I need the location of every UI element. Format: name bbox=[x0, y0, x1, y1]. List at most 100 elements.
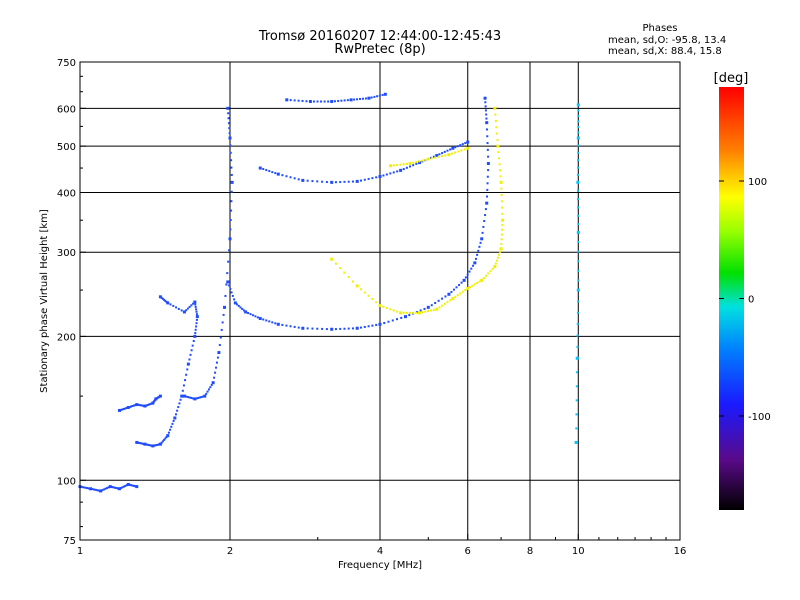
trace-dot bbox=[138, 442, 141, 445]
trace-dot bbox=[213, 376, 216, 379]
colorbar-tick-label: 0 bbox=[748, 295, 754, 306]
x-tick-label: 6 bbox=[465, 546, 471, 557]
trace-dot bbox=[576, 345, 579, 348]
data-point bbox=[493, 106, 497, 110]
trace-dot bbox=[494, 262, 497, 265]
data-point bbox=[285, 98, 289, 102]
trace-dot bbox=[446, 301, 449, 304]
trace-dot bbox=[347, 327, 350, 330]
data-point bbox=[308, 100, 312, 104]
data-point bbox=[182, 310, 186, 314]
data-point bbox=[378, 175, 382, 179]
y-axis-label: Stationary phase Virtual Height [km] bbox=[39, 209, 50, 393]
trace-dot bbox=[251, 314, 254, 317]
trace-dot bbox=[577, 279, 580, 282]
trace-dot bbox=[577, 206, 580, 209]
trace-dot bbox=[577, 250, 580, 253]
trace-dot bbox=[444, 154, 447, 157]
trace-dot bbox=[209, 386, 212, 389]
x-tick-label: 16 bbox=[674, 546, 687, 557]
trace-dot bbox=[97, 489, 100, 492]
data-point bbox=[330, 180, 334, 184]
trace-dot bbox=[478, 245, 481, 248]
trace-dot bbox=[485, 117, 488, 120]
trace-dot bbox=[229, 228, 232, 231]
trace-dot bbox=[182, 384, 185, 387]
trace-dot bbox=[225, 283, 228, 286]
data-point bbox=[447, 153, 451, 157]
trace-dot bbox=[487, 169, 490, 172]
trace-dot bbox=[190, 349, 193, 352]
trace-dot bbox=[137, 403, 140, 406]
trace-dot bbox=[172, 304, 175, 307]
data-point bbox=[99, 489, 103, 493]
trace-dot bbox=[165, 300, 168, 303]
trace-dot bbox=[115, 487, 118, 490]
trace-dot bbox=[271, 171, 274, 174]
trace-dot bbox=[195, 318, 198, 321]
trace-dot bbox=[138, 404, 141, 407]
data-point bbox=[576, 288, 580, 292]
trace-dot bbox=[186, 396, 189, 399]
data-point bbox=[276, 322, 280, 326]
data-point bbox=[576, 230, 580, 234]
data-point bbox=[193, 334, 197, 338]
data-point bbox=[166, 301, 170, 305]
data-point bbox=[158, 442, 162, 446]
trace-dot bbox=[306, 327, 309, 330]
y-tick-label: 300 bbox=[57, 248, 76, 259]
trace-dot bbox=[131, 405, 134, 408]
trace-dot bbox=[454, 151, 457, 154]
data-point bbox=[217, 351, 221, 355]
trace-dot bbox=[485, 113, 488, 116]
trace-dot bbox=[359, 98, 362, 101]
trace-dot bbox=[484, 214, 487, 217]
trace-dot bbox=[218, 344, 221, 347]
trace-dot bbox=[461, 290, 464, 293]
data-point bbox=[276, 172, 280, 176]
trace-dot bbox=[486, 135, 489, 138]
trace-dot bbox=[351, 180, 354, 183]
trace-dot bbox=[455, 286, 458, 289]
trace-dot bbox=[181, 389, 184, 392]
trace-dot bbox=[289, 325, 292, 328]
data-point bbox=[301, 178, 305, 182]
data-point bbox=[435, 307, 439, 311]
data-point bbox=[126, 482, 130, 486]
trace-dot bbox=[359, 326, 362, 329]
trace-dot bbox=[130, 484, 133, 487]
data-point bbox=[473, 261, 477, 265]
trace-dot bbox=[128, 406, 131, 409]
trace-dot bbox=[485, 128, 488, 131]
trace-dot bbox=[343, 271, 346, 274]
trace-dot bbox=[327, 100, 330, 103]
trace-dot bbox=[343, 327, 346, 330]
trace-dot bbox=[316, 180, 319, 183]
trace-dot bbox=[441, 152, 444, 155]
x-axis-label: Frequency [MHz] bbox=[338, 560, 422, 571]
trace-dot bbox=[233, 298, 236, 301]
data-point bbox=[378, 304, 382, 308]
trace-dot bbox=[576, 323, 579, 326]
x-tick-label: 10 bbox=[572, 546, 585, 557]
data-point bbox=[330, 257, 334, 261]
trace-dot bbox=[316, 100, 319, 103]
stats-line-x: mean, sd,X: 88.4, 15.8 bbox=[608, 46, 722, 57]
trace-dot bbox=[230, 209, 233, 212]
trace-dot bbox=[227, 122, 230, 125]
trace-dot bbox=[92, 488, 95, 491]
data-point bbox=[186, 362, 190, 366]
trace-dot bbox=[87, 487, 90, 490]
trace-dot bbox=[214, 371, 217, 374]
trace-dot bbox=[149, 403, 152, 406]
trace-dot bbox=[265, 319, 268, 322]
trace-dot bbox=[495, 132, 498, 135]
trace-dot bbox=[438, 306, 441, 309]
trace-dot bbox=[195, 325, 198, 328]
trace-dot bbox=[206, 390, 209, 393]
trace-dot bbox=[500, 187, 503, 190]
trace-dot bbox=[409, 165, 412, 168]
chart-subtitle: RwPretec (8p) bbox=[334, 42, 425, 57]
trace-dot bbox=[321, 327, 324, 330]
trace-dot bbox=[164, 299, 167, 302]
